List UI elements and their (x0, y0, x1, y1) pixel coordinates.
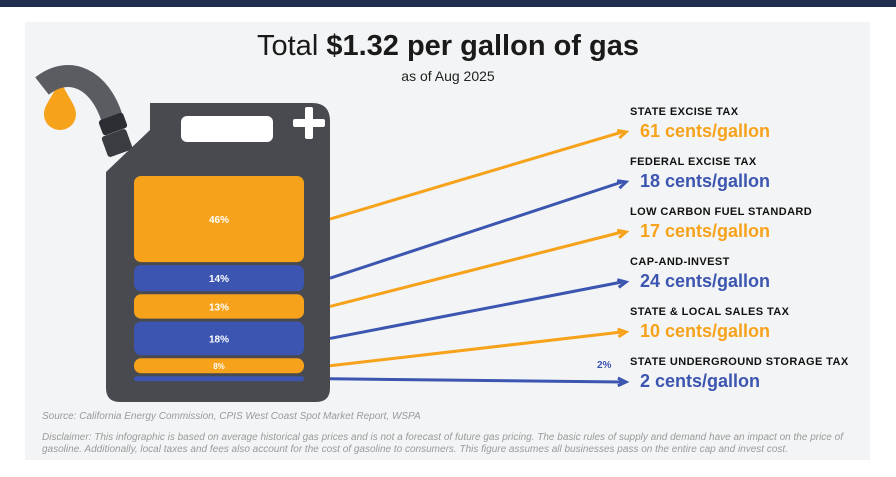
segment-percent-label-3: 18% (209, 334, 229, 345)
tax-value-label: 24 cents/gallon (640, 271, 771, 291)
tax-name-label: CAP-AND-INVEST (630, 256, 730, 268)
tax-value-label: 2 cents/gallon (640, 371, 761, 391)
nozzle-collar (101, 129, 133, 157)
connector-line-4 (329, 330, 623, 368)
connector-arrow-1 (616, 179, 630, 190)
connector-line-5 (329, 377, 623, 384)
tax-value-label: 18 cents/gallon (640, 171, 771, 191)
title-bold: $1.32 per gallon of gas (326, 30, 639, 62)
connector-arrow-5 (617, 376, 630, 388)
connector-line-1 (329, 180, 623, 280)
connector-line-2 (329, 230, 623, 308)
tax-name-label: STATE EXCISE TAX (630, 106, 739, 118)
tax-name-label: STATE & LOCAL SALES TAX (630, 306, 790, 318)
title-prefix: Total (257, 30, 319, 62)
segment-percent-label-1: 14% (209, 274, 229, 285)
tax-name-label: FEDERAL EXCISE TAX (630, 156, 757, 168)
tax-value-label: 10 cents/gallon (640, 321, 771, 341)
tax-value-label: 17 cents/gallon (640, 221, 771, 241)
segment-percent-label-2: 13% (209, 302, 229, 313)
tax-name-label: STATE UNDERGROUND STORAGE TAX (630, 356, 849, 368)
connector-line-3 (329, 280, 623, 340)
source-note: Source: California Energy Commission, CP… (42, 411, 421, 422)
segment-3 (134, 321, 304, 356)
segment-1 (134, 265, 304, 292)
segment-percent-label-4: 8% (213, 362, 225, 371)
segment-4 (134, 358, 304, 374)
top-bar (0, 0, 896, 7)
connector-arrow-0 (616, 129, 630, 140)
tax-value-label: 61 cents/gallon (640, 121, 771, 141)
connector-arrow-3 (616, 278, 630, 289)
plus-icon (293, 107, 325, 139)
connector-arrow-2 (616, 228, 630, 239)
connector-line-0 (329, 130, 623, 221)
connector-arrow-4 (617, 327, 630, 339)
oil-drop-icon (44, 78, 76, 130)
segment-2 (134, 294, 304, 319)
segment-0 (134, 176, 304, 263)
tax-name-label: LOW CARBON FUEL STANDARD (630, 206, 813, 218)
nozzle-tip (98, 112, 128, 136)
chart-subtitle: as of Aug 2025 (401, 68, 495, 84)
chart-title: Total $1.32 per gallon of gas (0, 30, 896, 63)
disclaimer-note: Disclaimer: This infographic is based on… (42, 432, 843, 455)
segment-5 (134, 376, 304, 382)
nozzle-hose (35, 65, 123, 122)
can-handle-slot (181, 116, 273, 142)
percent-label-storage-tax: 2% (597, 360, 612, 371)
segment-percent-label-0: 46% (209, 215, 229, 226)
